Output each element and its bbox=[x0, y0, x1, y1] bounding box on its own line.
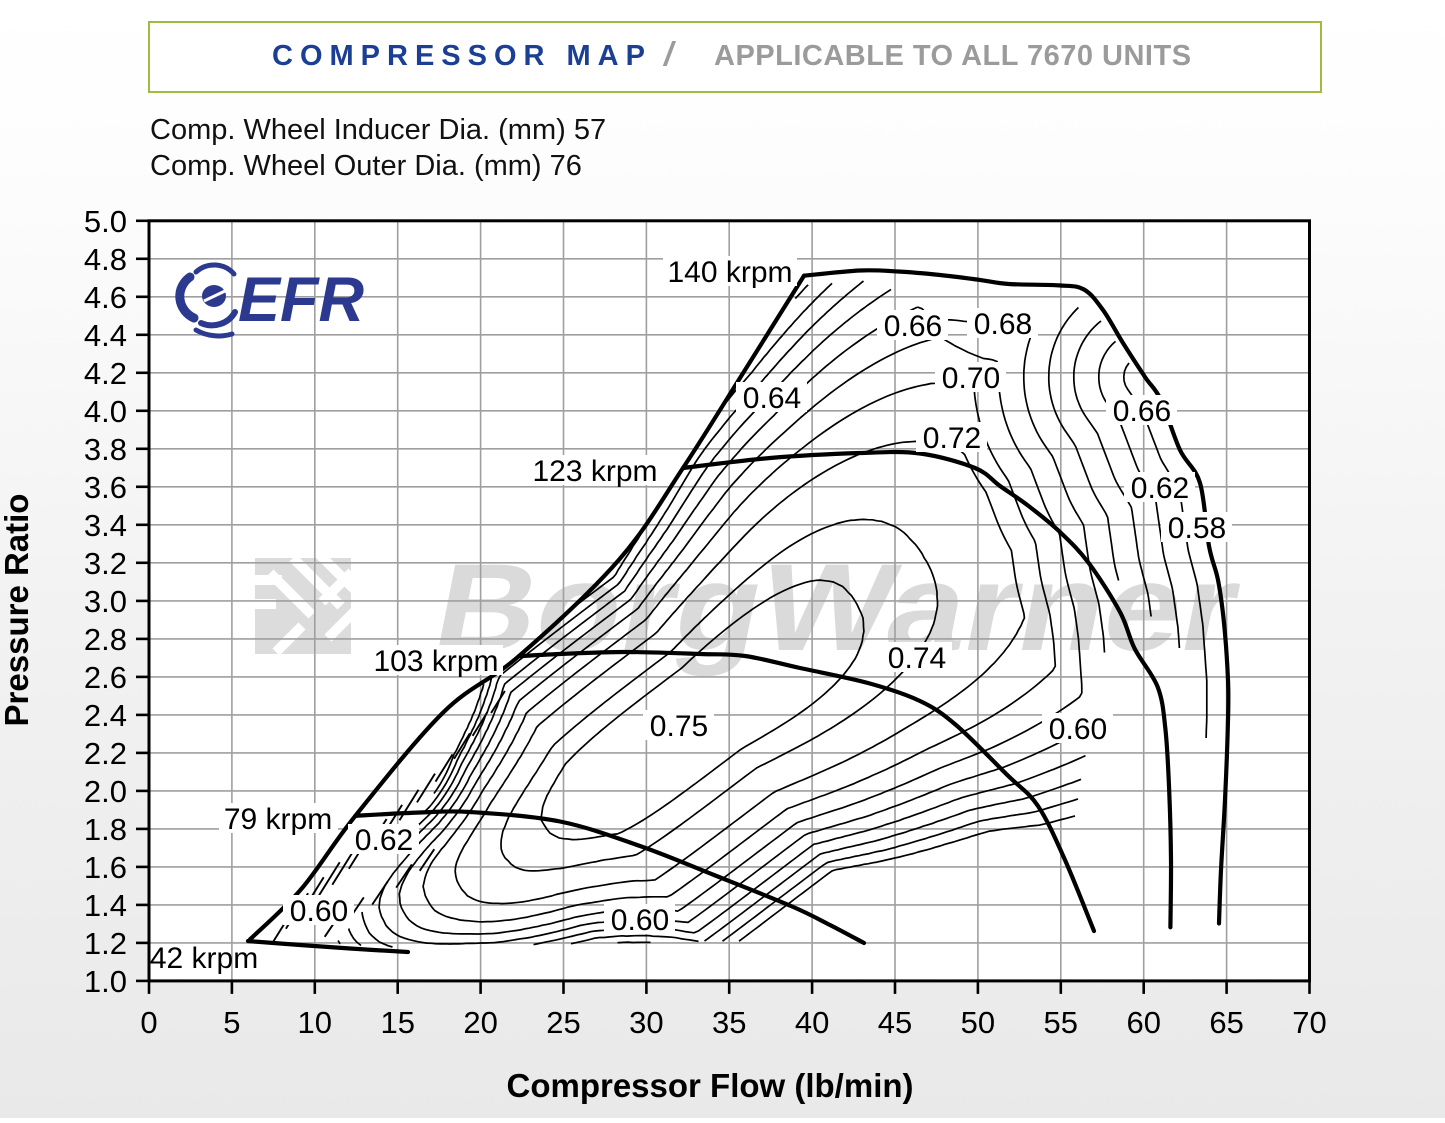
svg-text:103 krpm: 103 krpm bbox=[373, 645, 498, 678]
svg-text:2.2: 2.2 bbox=[84, 736, 127, 771]
svg-text:60: 60 bbox=[1126, 1005, 1160, 1040]
svg-text:15: 15 bbox=[380, 1005, 414, 1040]
svg-text:10: 10 bbox=[298, 1005, 332, 1040]
svg-text:79 krpm: 79 krpm bbox=[224, 803, 332, 836]
svg-text:4.4: 4.4 bbox=[84, 318, 127, 353]
svg-text:55: 55 bbox=[1044, 1005, 1078, 1040]
svg-text:1.4: 1.4 bbox=[84, 888, 127, 923]
svg-text:0.68: 0.68 bbox=[974, 308, 1032, 341]
svg-text:4.6: 4.6 bbox=[84, 280, 127, 315]
svg-text:1.0: 1.0 bbox=[84, 964, 127, 999]
svg-text:Pressure Ratio: Pressure Ratio bbox=[0, 494, 35, 727]
svg-text:0.70: 0.70 bbox=[942, 362, 1000, 395]
svg-text:2.6: 2.6 bbox=[84, 660, 127, 695]
svg-text:140 krpm: 140 krpm bbox=[667, 256, 792, 289]
svg-text:0.66: 0.66 bbox=[884, 310, 942, 343]
svg-text:20: 20 bbox=[463, 1005, 497, 1040]
svg-text:4.2: 4.2 bbox=[84, 356, 127, 391]
svg-text:2.4: 2.4 bbox=[84, 698, 127, 733]
svg-text:25: 25 bbox=[546, 1005, 580, 1040]
svg-text:3.8: 3.8 bbox=[84, 432, 127, 467]
svg-text:Compressor Flow (lb/min): Compressor Flow (lb/min) bbox=[506, 1067, 913, 1104]
svg-text:2.8: 2.8 bbox=[84, 622, 127, 657]
svg-text:1.6: 1.6 bbox=[84, 850, 127, 885]
svg-text:65: 65 bbox=[1209, 1005, 1243, 1040]
svg-text:70: 70 bbox=[1292, 1005, 1326, 1040]
svg-text:42 krpm: 42 krpm bbox=[150, 942, 258, 975]
svg-text:0.62: 0.62 bbox=[355, 824, 413, 857]
svg-text:3.6: 3.6 bbox=[84, 470, 127, 505]
svg-text:3.4: 3.4 bbox=[84, 508, 127, 543]
svg-text:5: 5 bbox=[223, 1005, 240, 1040]
svg-text:0.75: 0.75 bbox=[650, 710, 708, 743]
svg-text:30: 30 bbox=[629, 1005, 663, 1040]
svg-text:2.0: 2.0 bbox=[84, 774, 127, 809]
svg-text:4.8: 4.8 bbox=[84, 242, 127, 277]
svg-text:0.64: 0.64 bbox=[743, 382, 801, 415]
svg-text:123 krpm: 123 krpm bbox=[532, 455, 657, 488]
svg-text:EFR: EFR bbox=[238, 265, 365, 335]
svg-text:40: 40 bbox=[795, 1005, 829, 1040]
svg-text:0: 0 bbox=[140, 1005, 157, 1040]
svg-text:35: 35 bbox=[712, 1005, 746, 1040]
svg-text:45: 45 bbox=[878, 1005, 912, 1040]
svg-text:0.60: 0.60 bbox=[1049, 713, 1107, 746]
svg-text:0.72: 0.72 bbox=[923, 422, 981, 455]
svg-text:3.2: 3.2 bbox=[84, 546, 127, 581]
svg-text:1.2: 1.2 bbox=[84, 926, 127, 961]
svg-text:1.8: 1.8 bbox=[84, 812, 127, 847]
svg-text:0.58: 0.58 bbox=[1168, 512, 1226, 545]
svg-text:50: 50 bbox=[961, 1005, 995, 1040]
svg-text:3.0: 3.0 bbox=[84, 584, 127, 619]
svg-text:5.0: 5.0 bbox=[84, 204, 127, 239]
svg-text:0.60: 0.60 bbox=[290, 895, 348, 928]
svg-text:0.60: 0.60 bbox=[611, 904, 669, 937]
svg-text:4.0: 4.0 bbox=[84, 394, 127, 429]
svg-text:0.66: 0.66 bbox=[1113, 395, 1171, 428]
svg-text:0.74: 0.74 bbox=[888, 642, 946, 675]
svg-text:0.62: 0.62 bbox=[1131, 472, 1189, 505]
